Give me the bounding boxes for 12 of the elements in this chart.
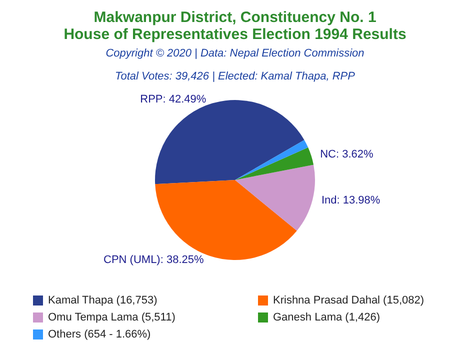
- text: Total Votes: 39,426 | Elected: Kamal Thapa, RPP: [115, 70, 356, 82]
- chart-title: Makwanpur District, Constituency No. 1 House of Representatives Election 1994 Results: [64, 9, 406, 43]
- legend-label: Others (654 - 1.66%): [48, 328, 151, 340]
- legend-label: Ganesh Lama (1,426): [273, 312, 380, 324]
- chart-subtitle: Copyright © 2020 | Data: Nepal Election Commission: [106, 48, 364, 60]
- data-label: CPN (UML): 38.25%: [104, 254, 204, 266]
- data-label: Ind: 13.98%: [321, 194, 380, 207]
- legend-label: Omu Tempa Lama (5,511): [48, 312, 176, 324]
- data-label: NC: 3.62%: [320, 148, 374, 161]
- legend-label: Kamal Thapa (16,753): [48, 294, 158, 306]
- legend-label: Krishna Prasad Dahal (15,082): [273, 294, 424, 306]
- data-label: RPP: 42.49%: [140, 93, 206, 106]
